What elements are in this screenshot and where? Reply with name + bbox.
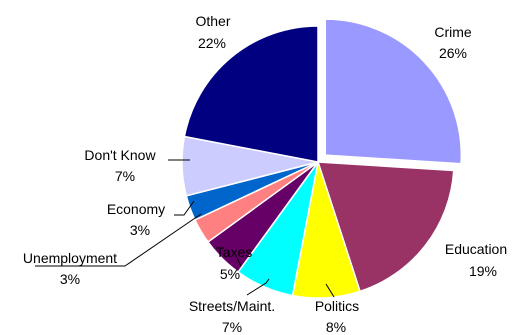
slice-label-crime: Crime [434,24,472,40]
leader-line-politics [325,283,335,298]
slice-labels: Crime 26% Education 19% Politics 8% Stre… [23,13,507,335]
slice-value-politics: 8% [326,319,346,335]
slice-value-unemployment: 3% [60,271,80,287]
pie-slice-crime [324,18,463,165]
pie-slice-other [183,25,319,163]
slice-value-taxes: 5% [220,266,240,282]
slice-value-education: 19% [469,263,497,279]
slice-value-other: 22% [198,35,226,51]
slice-label-education: Education [445,241,507,257]
slice-value-streets: 7% [222,319,242,335]
pie-slice-education [316,161,455,293]
leader-line-economy [174,200,195,216]
slice-value-dont-know: 7% [115,168,135,184]
slice-label-economy: Economy [107,201,165,217]
slice-label-politics: Politics [315,298,359,314]
leader-line-taxes [236,257,242,267]
leader-line-streets [246,278,270,296]
slice-value-economy: 3% [130,222,150,238]
slice-label-dont-know: Don't Know [84,147,156,163]
leader-lines [35,159,335,298]
slice-label-streets: Streets/Maint. [189,298,275,314]
slice-label-other: Other [195,13,230,29]
slice-label-unemployment: Unemployment [23,250,117,266]
slice-value-crime: 26% [439,45,467,61]
slice-label-taxes: Taxes [216,244,253,260]
pie-slices [181,18,463,299]
leader-line-unemployment [35,213,202,267]
